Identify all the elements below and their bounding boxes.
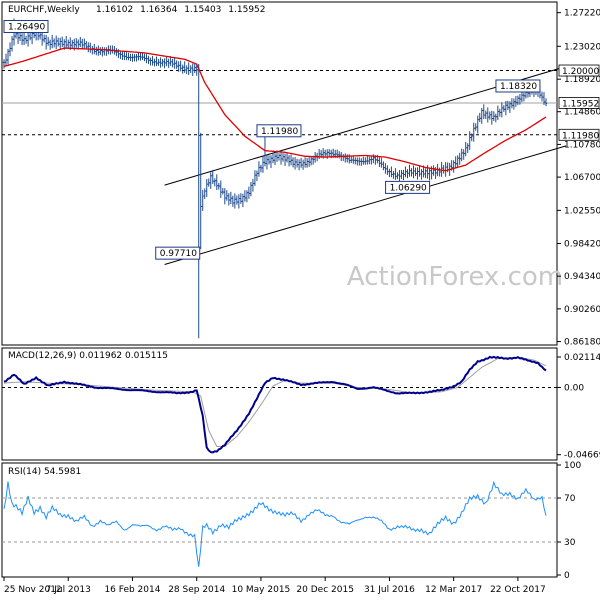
rsi-line [3, 480, 547, 567]
x-tick-label: 28 Sep 2014 [168, 585, 225, 595]
ohlc-low: 1.15403 [184, 5, 221, 15]
rsi-title: RSI(14) 54.5981 [8, 467, 81, 477]
x-tick-label: 16 Feb 2014 [104, 585, 160, 595]
ohlc-open: 1.16102 [96, 5, 133, 15]
extreme-label-text: 1.18320 [500, 82, 537, 92]
price-y-tick-label: 0.98420 [564, 239, 600, 249]
ohlc-readout: 1.16102 1.16364 1.15403 1.15952 [96, 5, 266, 15]
price-y-tick-label: 1.10780 [564, 140, 600, 150]
price-panel [1, 1, 558, 346]
extreme-label-4: 1.06290 [385, 180, 431, 194]
extreme-label-5: 1.18320 [495, 79, 541, 93]
price-y-tick-label: 1.27220 [564, 9, 600, 19]
macd-panel [1, 347, 558, 461]
watermark: ActionForex.com [347, 262, 563, 292]
price-y-tick-label: 0.90260 [564, 305, 600, 315]
level-price-label-1: 1.11980 [562, 131, 599, 141]
price-y-tick-label: 1.23020 [564, 42, 600, 52]
level-price-box-1 [558, 128, 600, 141]
ohlc-close: 1.15952 [228, 5, 265, 15]
level-price-box-0 [558, 64, 600, 77]
macd-y-tick-label: 0.00 [564, 383, 584, 393]
x-tick-label: 20 Dec 2015 [296, 585, 354, 595]
price-y-tick-label: 1.18920 [564, 75, 600, 85]
rsi-y-tick-label: 30 [564, 538, 576, 548]
extreme-label-text: 1.26490 [8, 23, 45, 33]
extreme-label-text: 0.97710 [160, 249, 197, 259]
rsi-y-tick-label: 70 [564, 494, 576, 504]
x-tick-label: 25 Nov 2012 [4, 585, 62, 595]
moving-average-line [3, 47, 547, 172]
extreme-label-3: 1.11980 [256, 124, 302, 138]
extreme-label-text: 1.11980 [261, 127, 298, 137]
ohlc-high: 1.16364 [140, 5, 177, 15]
level-price-label-0: 1.20000 [562, 67, 599, 77]
rsi-y-tick-label: 0 [564, 571, 570, 581]
macd-line [3, 355, 547, 454]
extreme-label-text: 1.06290 [390, 183, 427, 193]
x-tick-label: 10 May 2015 [232, 585, 291, 595]
price-y-tick-label: 1.02550 [564, 206, 600, 216]
price-y-tick-label: 1.06700 [564, 173, 600, 183]
price-y-tick-label: 0.86180 [564, 338, 600, 348]
macd-y-tick-label: -0.046699 [564, 451, 600, 461]
rsi-y-tick-label: 100 [564, 461, 581, 471]
extreme-label-2: 0.97710 [155, 246, 201, 260]
price-y-tick-label: 0.94340 [564, 272, 600, 282]
level-price-label-2: 1.15952 [562, 99, 599, 109]
macd-signal-line [3, 356, 547, 447]
macd-title: MACD(12,26,9) 0.011962 0.015115 [8, 351, 168, 361]
price-y-tick-label: 1.14860 [564, 108, 600, 118]
price-chart-title: EURCHF,Weekly [8, 5, 80, 15]
x-tick-label: 12 Mar 2017 [425, 585, 482, 595]
extreme-label-0: 1.26490 [3, 20, 49, 34]
rsi-panel [1, 462, 558, 578]
macd-y-tick-label: 0.021146 [564, 353, 600, 363]
x-tick-label: 22 Oct 2017 [490, 585, 546, 595]
channel-line-lower [164, 145, 567, 265]
x-tick-label: 31 Jul 2016 [364, 585, 415, 595]
x-tick-label: 7 Jul 2013 [46, 585, 91, 595]
level-price-box-2 [558, 97, 600, 109]
